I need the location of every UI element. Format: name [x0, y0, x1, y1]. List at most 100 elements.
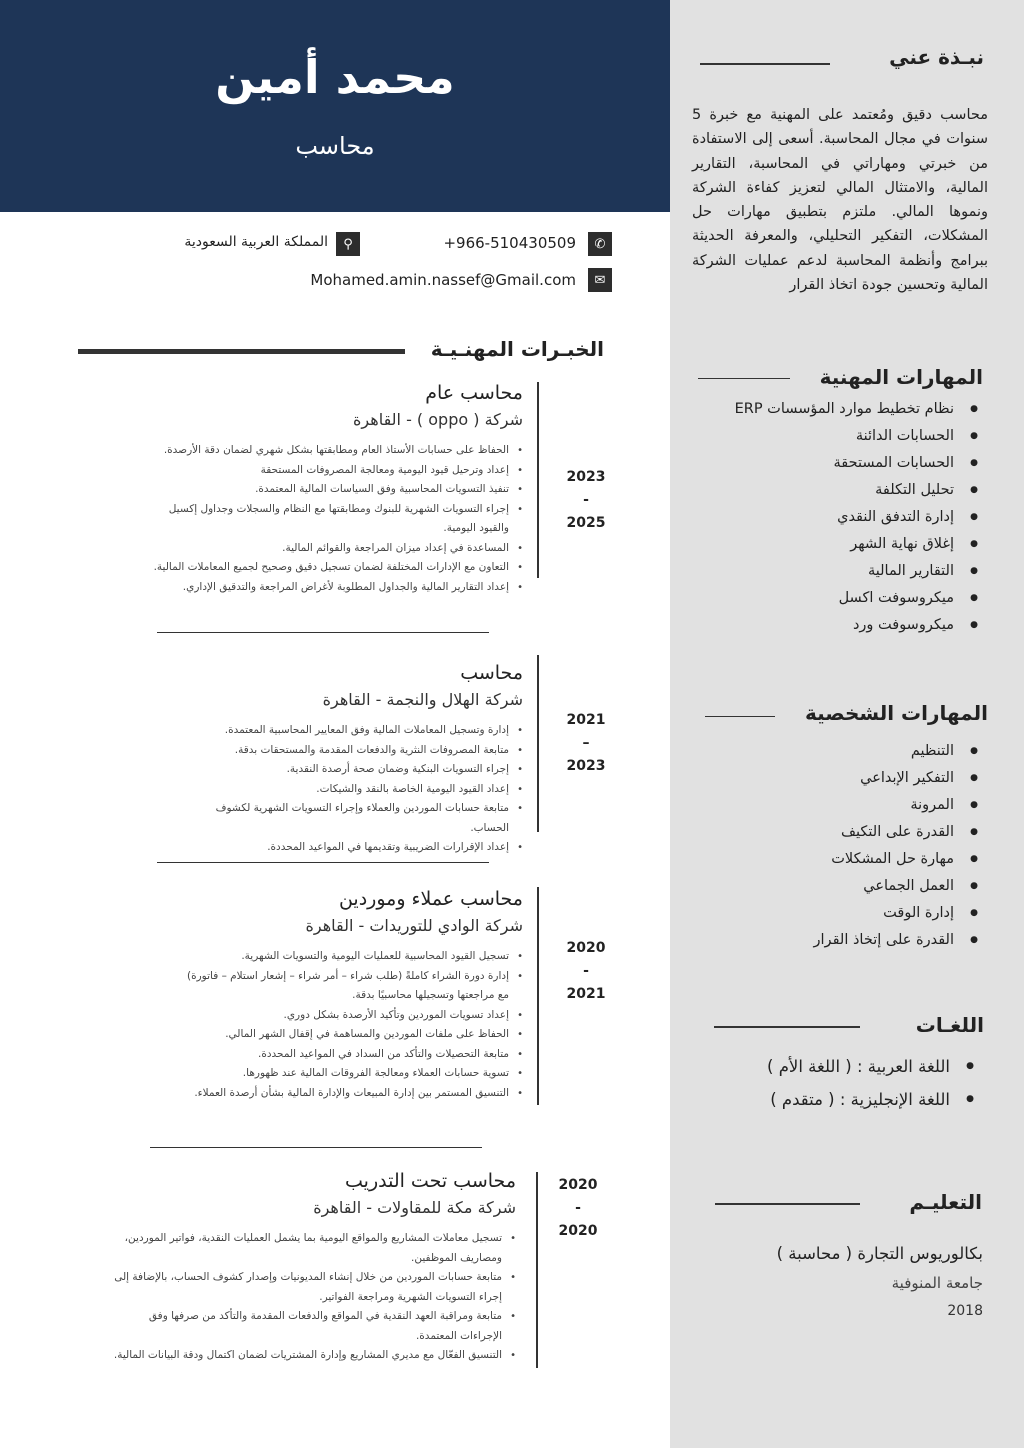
- job-entry: محاسب عام شركة ( oppo ) - القاهرة الحفاظ ع…: [143, 382, 523, 597]
- job-bullet: متابعة ومراقبة العهد النقدية في المواقع …: [106, 1307, 516, 1346]
- education-university: جامعة المنوفية: [891, 1274, 983, 1292]
- job-dates: 2021 – 2023: [556, 709, 616, 778]
- education-line: [715, 1203, 860, 1205]
- date-part: 2023: [566, 469, 606, 485]
- professional-skills-list: نظام تخطيط موارد المؤسسات ERPالحسابات ال…: [735, 396, 979, 639]
- job-entry: محاسب شركة الهلال والنجمة - القاهرة إدارة …: [193, 662, 523, 858]
- date-part: 2021: [566, 986, 606, 1002]
- job-separator: [157, 862, 489, 863]
- job-bullet: التعاون مع الإدارات المختلفة لضمان تسجيل…: [143, 558, 523, 578]
- job-title: محاسب: [460, 662, 523, 684]
- languages-heading: اللغـات: [915, 1013, 984, 1037]
- job-bullet: إدارة دورة الشراء كاملةً (طلب شراء – أمر…: [178, 967, 523, 1006]
- personal-skill-item: المرونة: [814, 792, 978, 819]
- job-bullets: تسجيل القيود المحاسبية للعمليات اليومية …: [178, 947, 523, 1103]
- phone-text: +966-510430509: [443, 234, 576, 252]
- job-bullet: المساعدة في إعداد ميزان المراجعة والقوائ…: [143, 539, 523, 559]
- job-bullet: إجراء التسويات البنكية وضمان صحة أرصدة ا…: [193, 760, 523, 780]
- professional-skill-item: ميكروسوفت ورد: [735, 612, 978, 639]
- personal-skill-item: القدرة على إتخاذ القرار: [814, 927, 979, 954]
- job-dates: 2020 - 2020: [548, 1174, 608, 1243]
- date-part: -: [575, 1200, 581, 1216]
- job-separator: [157, 632, 489, 633]
- job-entry: محاسب عملاء وموردين شركة الوادي للتوريدات…: [178, 888, 523, 1103]
- job-bullet: إدارة وتسجيل المعاملات المالية وفق المعا…: [193, 721, 523, 741]
- sidebar: [670, 0, 1024, 1448]
- professional-skill-item: الحسابات الدائنة: [735, 423, 979, 450]
- job-title: محاسب تحت التدريب: [345, 1170, 516, 1192]
- job-bullets: إدارة وتسجيل المعاملات المالية وفق المعا…: [193, 721, 523, 858]
- job-separator: [150, 1147, 482, 1148]
- job-bullets: الحفاظ على حسابات الأستاذ العام ومطابقته…: [143, 441, 523, 597]
- experience-heading: الخبـرات المهنـيـة: [430, 337, 604, 361]
- professional-skills-heading: المهارات المهنية: [819, 365, 983, 389]
- job-entry: محاسب تحت التدريب شركة مكة للمقاولات - ال…: [106, 1170, 516, 1366]
- location-pin-icon: ⚲: [336, 232, 360, 256]
- candidate-role: محاسب: [295, 132, 375, 160]
- job-company: شركة ( oppo ) - القاهرة: [353, 410, 523, 429]
- job-bullet: إعداد وترحيل قيود اليومية ومعالجة المصرو…: [143, 461, 523, 481]
- job-bullet: إعداد الإقرارات الضريبية وتقديمها في الم…: [193, 838, 523, 858]
- professional-skill-item: تحليل التكلفة: [735, 477, 978, 504]
- job-company: شركة مكة للمقاولات - القاهرة: [313, 1198, 516, 1217]
- experience-heading-line: [78, 349, 405, 354]
- date-part: 2020: [558, 1223, 598, 1239]
- job-title: محاسب عملاء وموردين: [338, 888, 523, 910]
- job-company: شركة الوادي للتوريدات - القاهرة: [305, 916, 523, 935]
- about-heading-line: [700, 63, 830, 65]
- job-bullet: متابعة حسابات الموردين والعملاء وإجراء ا…: [193, 799, 523, 838]
- professional-skill-item: ميكروسوفت اكسل: [735, 585, 979, 612]
- job-bullet: متابعة حسابات الموردين من خلال إنشاء الم…: [106, 1268, 516, 1307]
- email-text[interactable]: Mohamed.amin.nassef@Gmail.com: [310, 271, 576, 289]
- education-heading: التعليـم: [909, 1190, 982, 1214]
- job-bullet: تسجيل القيود المحاسبية للعمليات اليومية …: [178, 947, 523, 967]
- languages-list: اللغة العربية : ( اللغة الأم )اللغة الإن…: [767, 1050, 974, 1116]
- education-year: 2018: [947, 1303, 983, 1319]
- job-bullet: التنسيق الفعّال مع مديري المشاريع وإدارة…: [106, 1346, 516, 1366]
- job-bullet: إعداد القيود اليومية الخاصة بالنقد والشي…: [193, 780, 523, 800]
- timeline-line: [537, 887, 539, 1105]
- professional-skill-item: إدارة التدفق النقدي: [735, 504, 978, 531]
- date-part: -: [583, 963, 589, 979]
- job-bullet: إعداد تسويات الموردين وتأكيد الأرصدة بشك…: [178, 1006, 524, 1026]
- date-part: 2020: [566, 940, 606, 956]
- email-icon: ✉: [588, 268, 612, 292]
- timeline-line: [536, 1172, 538, 1368]
- language-item: اللغة الإنجليزية : ( متقدم ): [767, 1083, 974, 1116]
- language-item: اللغة العربية : ( اللغة الأم ): [767, 1050, 974, 1083]
- personal-skills-line: [705, 716, 775, 717]
- job-company: شركة الهلال والنجمة - القاهرة: [322, 690, 523, 709]
- job-bullet: تنفيذ التسويات المحاسبية وفق السياسات ال…: [143, 480, 523, 500]
- phone-icon: ✆: [588, 232, 612, 256]
- job-bullet: التنسيق المستمر بين إدارة المبيعات والإد…: [178, 1084, 523, 1104]
- personal-skill-item: القدرة على التكيف: [814, 819, 978, 846]
- personal-skills-heading: المهارات الشخصية: [804, 701, 988, 725]
- date-part: 2021: [566, 712, 606, 728]
- job-dates: 2020 - 2021: [556, 937, 616, 1006]
- personal-skill-item: التفكير الإبداعي: [814, 765, 978, 792]
- header-banner: [0, 0, 670, 212]
- personal-skill-item: إدارة الوقت: [814, 900, 978, 927]
- job-bullet: الحفاظ على حسابات الأستاذ العام ومطابقته…: [143, 441, 523, 461]
- date-part: 2025: [566, 515, 606, 531]
- date-part: 2023: [566, 758, 606, 774]
- job-bullet: إجراء التسويات الشهرية للبنوك ومطابقتها …: [143, 500, 523, 539]
- date-part: -: [583, 492, 589, 508]
- job-bullet: متابعة التحصيلات والتأكد من السداد في ال…: [178, 1045, 523, 1065]
- job-bullet: تسوية حسابات العملاء ومعالجة الفروقات ال…: [178, 1064, 523, 1084]
- professional-skill-item: نظام تخطيط موارد المؤسسات ERP: [735, 396, 979, 423]
- personal-skill-item: مهارة حل المشكلات: [814, 846, 978, 873]
- personal-skill-item: العمل الجماعي: [814, 873, 978, 900]
- education-degree: بكالوريوس التجارة ( محاسبة ): [776, 1244, 983, 1263]
- job-title: محاسب عام: [425, 382, 523, 404]
- timeline-line: [537, 655, 539, 832]
- date-part: 2020: [558, 1177, 598, 1193]
- professional-skill-item: إغلاق نهاية الشهر: [735, 531, 978, 558]
- professional-skills-line: [698, 378, 790, 379]
- date-part: –: [582, 735, 590, 751]
- job-bullet: إعداد التقارير المالية والجداول المطلوبة…: [143, 578, 523, 598]
- candidate-name: محمد أمين: [215, 50, 455, 104]
- job-dates: 2023 - 2025: [556, 466, 616, 535]
- personal-skills-list: التنظيمالتفكير الإبداعيالمرونةالقدرة على…: [814, 738, 979, 954]
- languages-line: [714, 1026, 860, 1028]
